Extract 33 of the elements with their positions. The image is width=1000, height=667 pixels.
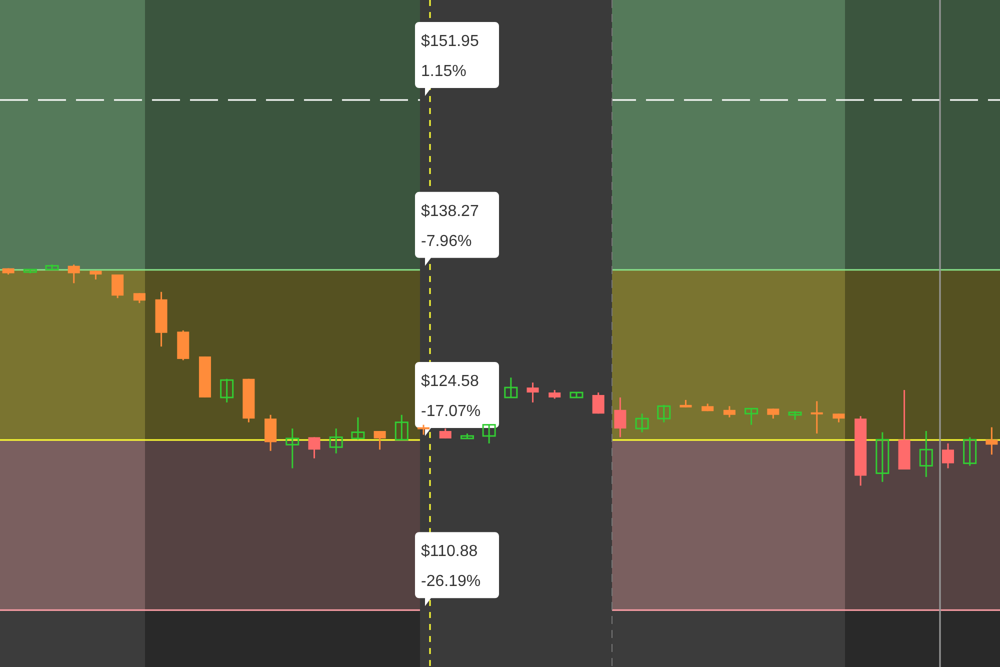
- candlestick: [963, 436, 977, 467]
- candlestick: [526, 382, 539, 404]
- candlestick: [220, 378, 234, 404]
- ref-line-label: $124.58 -17.07%: [421, 372, 481, 420]
- candlestick: [439, 428, 452, 440]
- candlestick: [614, 396, 626, 438]
- candlestick: [482, 424, 496, 444]
- candlestick: [723, 405, 736, 418]
- candlestick: [418, 424, 430, 436]
- candlestick: [810, 400, 823, 434]
- candlestick: [767, 408, 780, 420]
- candlestick: [919, 430, 933, 478]
- candlestick: [504, 376, 518, 398]
- candlestick: [308, 436, 320, 460]
- candlestick: [264, 414, 277, 452]
- candlestick: [942, 442, 954, 470]
- candlestick: [876, 431, 890, 483]
- candlestick: [394, 414, 408, 440]
- candlestick: [68, 264, 80, 284]
- candlestick: [133, 292, 146, 304]
- candlestick: [744, 408, 758, 426]
- ref-line-label: $110.88 -26.19%: [421, 543, 481, 590]
- ref-line-label: $151.95 1.15%: [421, 32, 479, 80]
- candlestick: [112, 274, 124, 299]
- candlestick: [374, 430, 386, 450]
- candlestick: [286, 428, 300, 470]
- candlestick: [329, 428, 343, 454]
- candlestick: [635, 412, 649, 433]
- ref-line-label: $138.27 -7.96%: [421, 202, 479, 250]
- candlestick: [351, 416, 365, 440]
- candlestick: [657, 404, 671, 424]
- candlestick: [592, 392, 604, 414]
- candlestick: [986, 426, 998, 456]
